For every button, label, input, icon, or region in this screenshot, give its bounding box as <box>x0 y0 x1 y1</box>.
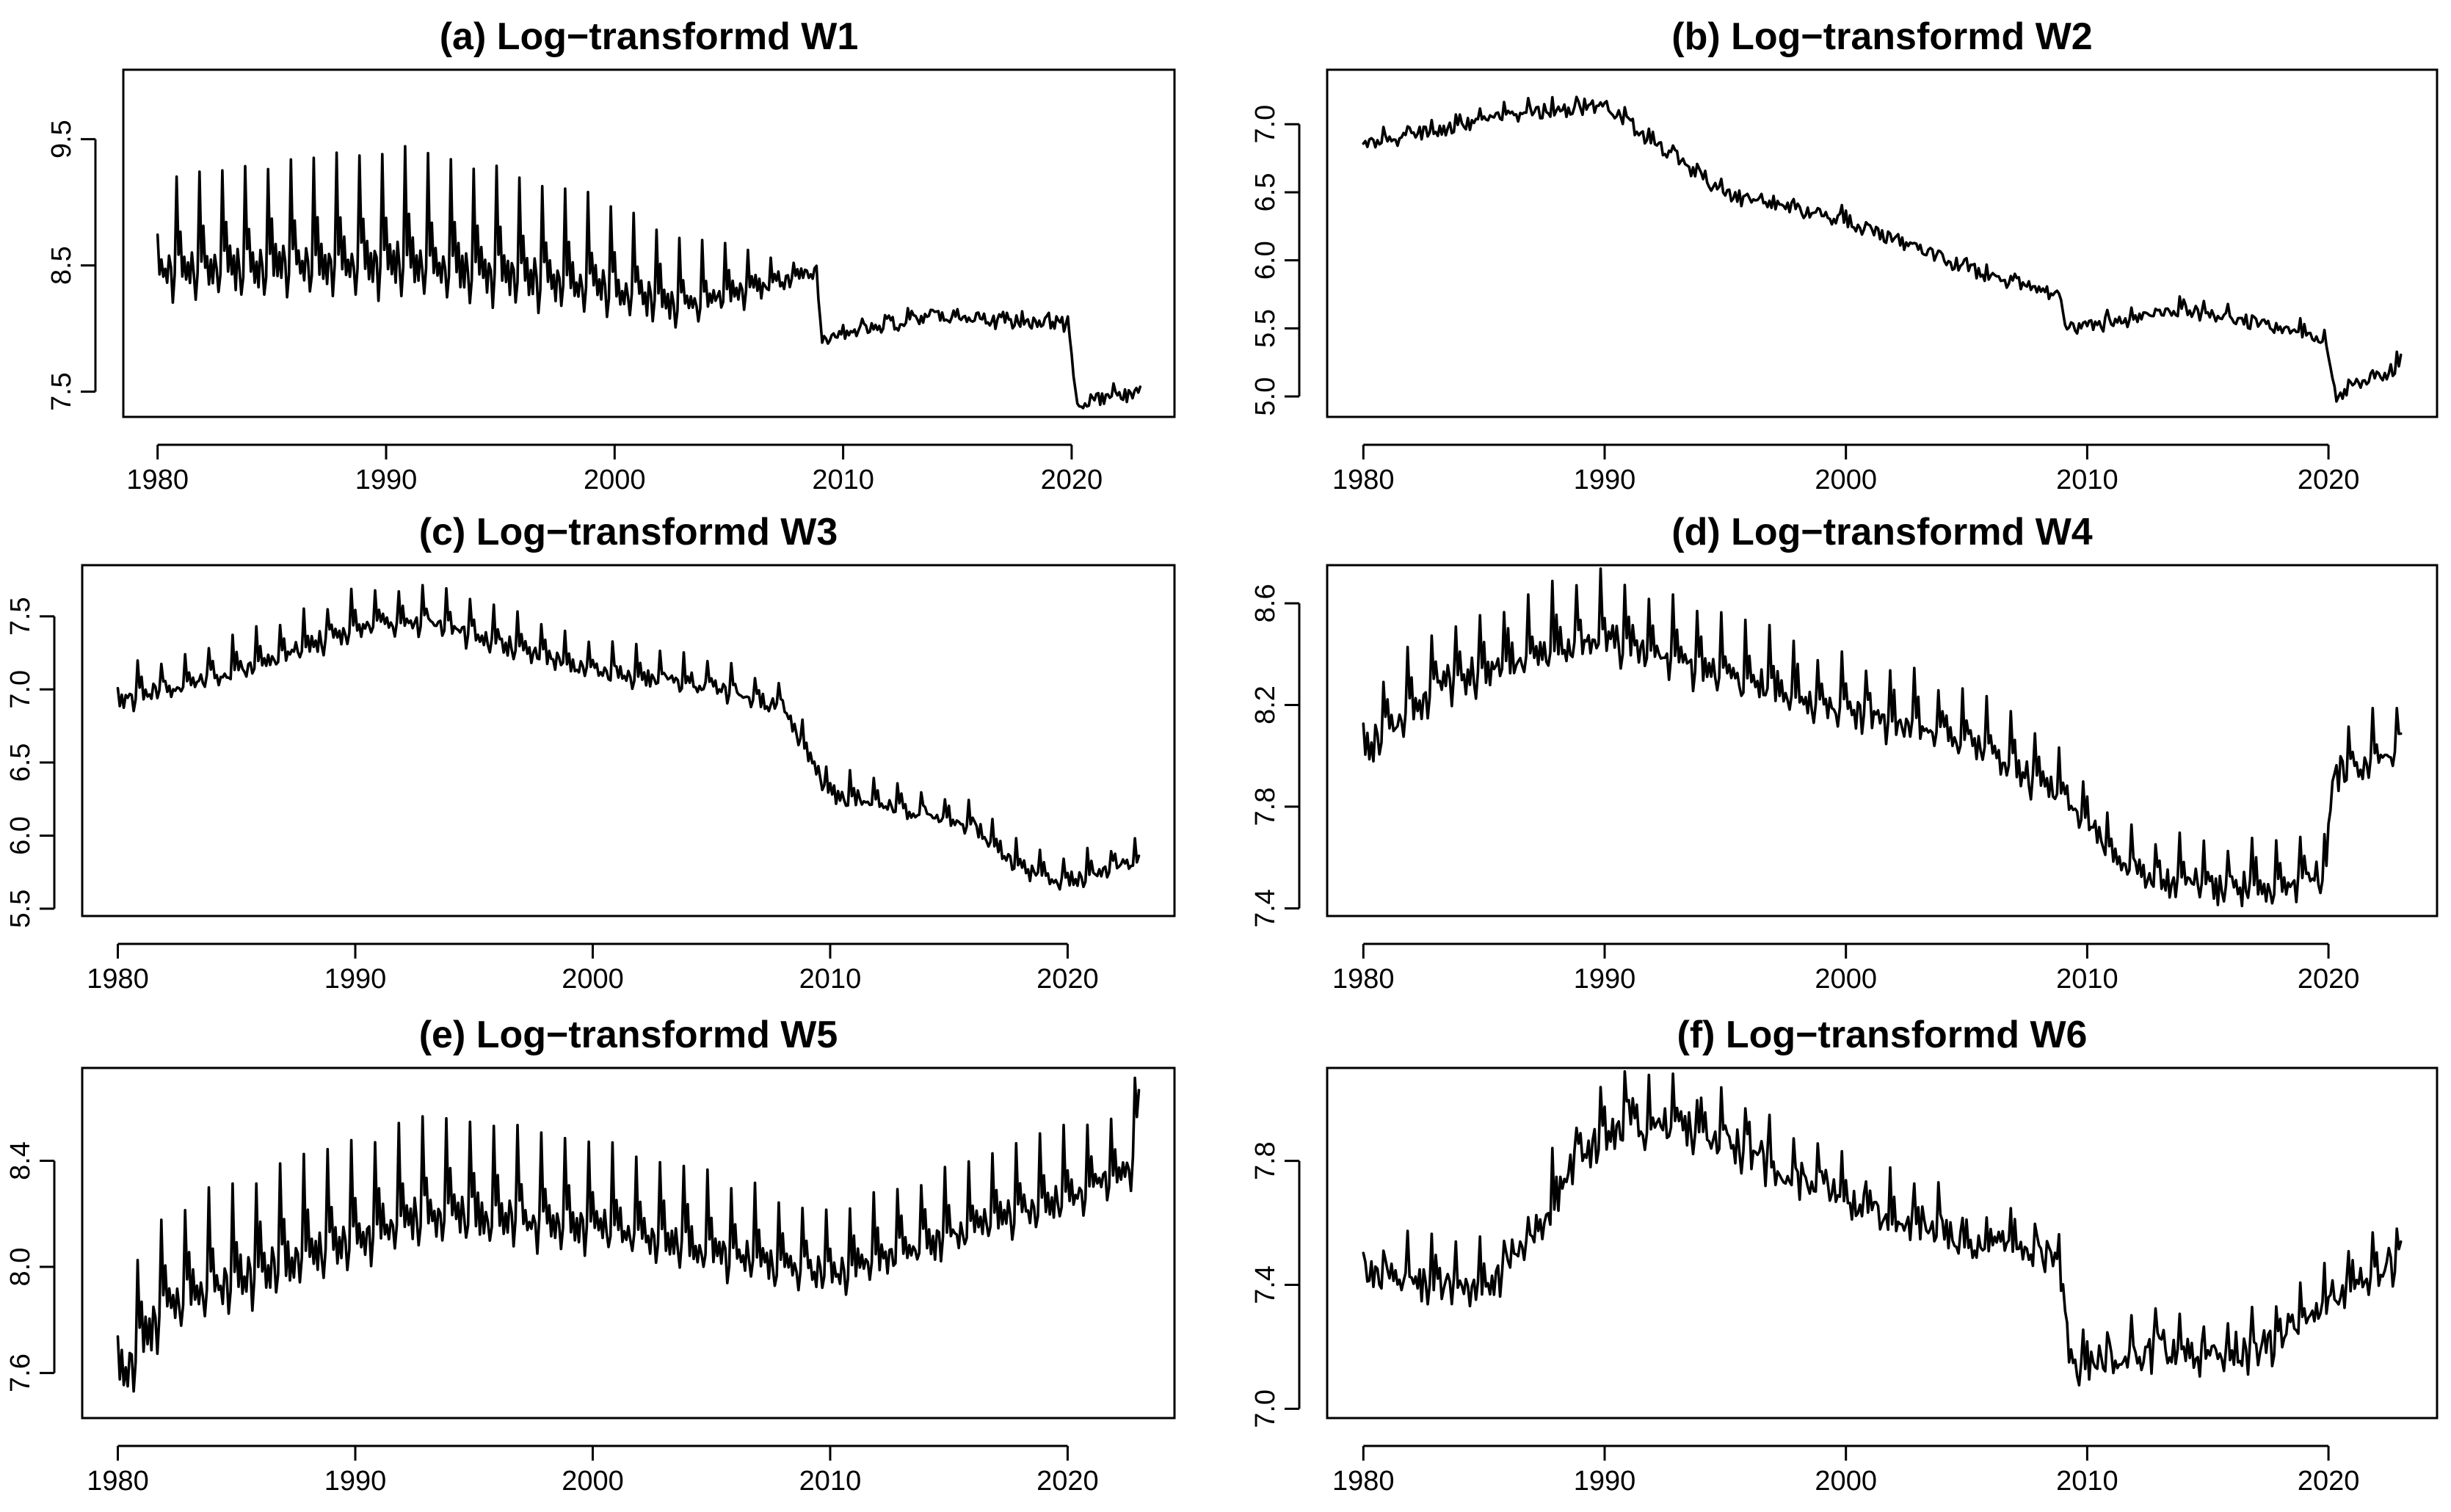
series-line <box>1362 1070 2403 1387</box>
y-tick-label: 7.5 <box>5 597 36 636</box>
y-tick-label: 6.5 <box>5 743 36 782</box>
y-tick-label: 8.5 <box>46 246 77 285</box>
plot-frame <box>1326 1066 2439 1420</box>
x-tick-label: 1980 <box>1332 465 1395 495</box>
x-tick-label: 1990 <box>355 465 418 495</box>
plot-frame <box>1326 68 2439 418</box>
x-tick-label: 2020 <box>2298 1466 2360 1497</box>
y-tick-label: 7.8 <box>1250 1141 1281 1180</box>
panel-e: (e) Log−transformd W5 1980 1990 2000 2010 202… <box>5 1014 1176 1497</box>
panel-title: (e) Log−transformd W5 <box>419 1014 838 1056</box>
series-line <box>1362 95 2403 403</box>
panel-title: (c) Log−transformd W3 <box>419 511 838 553</box>
x-tick-label: 2000 <box>1815 964 1877 995</box>
x-tick-label: 1980 <box>1332 964 1395 995</box>
y-tick-label: 6.5 <box>1250 173 1281 212</box>
y-tick-label: 7.6 <box>5 1353 36 1392</box>
x-tick-label: 1980 <box>87 1466 149 1497</box>
x-tick-label: 2000 <box>562 1466 624 1497</box>
x-tick-label: 1990 <box>324 964 387 995</box>
x-tick-label: 2020 <box>2298 964 2360 995</box>
x-tick-label: 1990 <box>1574 465 1636 495</box>
x-tick-label: 2010 <box>812 465 874 495</box>
y-tick-label: 6.0 <box>1250 241 1281 280</box>
y-tick-label: 7.0 <box>1250 105 1281 144</box>
y-tick-label: 7.4 <box>1250 889 1281 928</box>
y-tick-label: 5.5 <box>5 890 36 928</box>
panel-title: (d) Log−transformd W4 <box>1671 511 2093 553</box>
panel-d: (d) Log−transformd W4 1980 1990 2000 2010 202… <box>1250 511 2439 995</box>
y-tick-label: 8.2 <box>1250 686 1281 724</box>
x-tick-label: 2020 <box>1036 1466 1099 1497</box>
x-tick-label: 2020 <box>1036 964 1099 995</box>
x-tick-label: 2010 <box>799 964 862 995</box>
x-tick-label: 1980 <box>87 964 149 995</box>
x-tick-label: 2000 <box>584 465 646 495</box>
x-tick-label: 2000 <box>1815 465 1877 495</box>
series-line <box>1362 567 2403 908</box>
y-tick-label: 7.4 <box>1250 1265 1281 1304</box>
x-tick-label: 2010 <box>2056 1466 2118 1497</box>
y-tick-label: 7.8 <box>1250 788 1281 826</box>
y-tick-label: 8.4 <box>5 1141 36 1180</box>
x-tick-label: 2020 <box>2298 465 2360 495</box>
panel-title: (b) Log−transformd W2 <box>1671 15 2092 58</box>
series-line <box>116 584 1141 891</box>
x-tick-label: 2000 <box>562 964 624 995</box>
x-tick-label: 1990 <box>1574 1466 1636 1497</box>
plot-frame <box>1326 564 2439 917</box>
y-tick-label: 7.5 <box>46 372 77 411</box>
panel-a: (a) Log−transformd W1 1980 1990 2000 2010 202… <box>46 15 1176 495</box>
x-tick-label: 2000 <box>1815 1466 1877 1497</box>
y-tick-label: 9.5 <box>46 120 77 159</box>
series-line <box>156 145 1142 410</box>
y-tick-label: 5.0 <box>1250 377 1281 416</box>
x-tick-label: 2010 <box>2056 465 2118 495</box>
y-tick-label: 6.0 <box>5 816 36 855</box>
y-tick-label: 5.5 <box>1250 309 1281 348</box>
plot-frame <box>81 564 1176 917</box>
panel-f: (f) Log−transformd W6 1980 1990 2000 2010 202… <box>1250 1014 2439 1497</box>
x-tick-label: 1990 <box>324 1466 387 1497</box>
x-tick-label: 2010 <box>799 1466 862 1497</box>
panel-c: (c) Log−transformd W3 1980 1990 2000 2010 202… <box>5 511 1176 995</box>
panel-title: (a) Log−transformd W1 <box>440 15 859 58</box>
y-tick-label: 8.0 <box>5 1248 36 1287</box>
y-tick-label: 7.0 <box>1250 1389 1281 1428</box>
x-tick-label: 2020 <box>1041 465 1103 495</box>
y-tick-label: 8.6 <box>1250 584 1281 623</box>
plot-frame <box>81 1066 1176 1420</box>
x-tick-label: 1990 <box>1574 964 1636 995</box>
x-tick-label: 1980 <box>126 465 189 495</box>
x-tick-label: 2010 <box>2056 964 2118 995</box>
plot-frame <box>122 68 1176 418</box>
panel-title: (f) Log−transformd W6 <box>1677 1014 2088 1056</box>
series-line <box>116 1076 1141 1393</box>
panel-b: (b) Log−transformd W2 1980 1990 2000 2010 202… <box>1250 15 2439 495</box>
y-tick-label: 7.0 <box>5 670 36 709</box>
x-tick-label: 1980 <box>1332 1466 1395 1497</box>
